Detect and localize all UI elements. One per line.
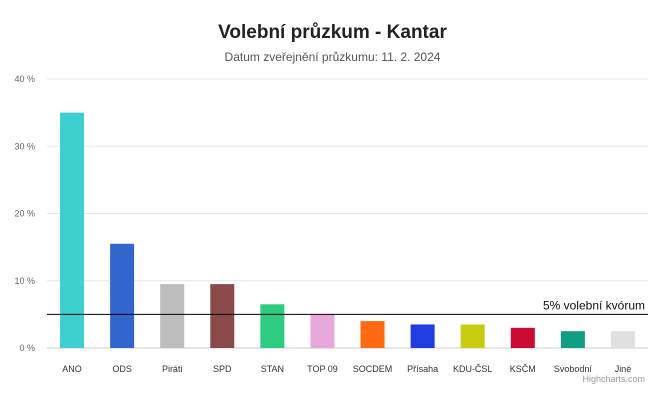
bar [560, 331, 585, 348]
bar [410, 324, 435, 348]
credits-link[interactable]: Highcharts.com [582, 374, 645, 384]
bar [60, 112, 85, 348]
bar [510, 327, 535, 348]
x-tick-label: Piráti [162, 364, 183, 374]
bar [460, 324, 485, 348]
x-tick-label: KSČM [510, 364, 536, 374]
bar [360, 321, 385, 348]
y-tick-label: 10 % [14, 276, 35, 286]
bar [160, 284, 185, 348]
bar [610, 331, 635, 348]
chart-title: Volební průzkum - Kantar [218, 22, 447, 43]
x-tick-label: ANO [62, 364, 82, 374]
bar [260, 304, 285, 348]
y-tick-label: 30 % [14, 141, 35, 151]
x-tick-label: SPD [213, 364, 232, 374]
x-tick-label: SOCDEM [353, 364, 393, 374]
x-tick-label: Přísaha [407, 364, 438, 374]
chart-subtitle: Datum zveřejnění průzkumu: 11. 2. 2024 [224, 50, 441, 64]
x-tick-label: ODS [112, 364, 132, 374]
bar [210, 284, 235, 348]
x-tick-label: TOP 09 [307, 364, 338, 374]
bar [310, 314, 335, 348]
bar [110, 243, 135, 348]
y-tick-label: 20 % [14, 209, 35, 219]
y-tick-label: 0 % [19, 343, 35, 353]
x-tick-label: KDU-ČSL [453, 364, 493, 374]
x-tick-label: Jiné [615, 364, 632, 374]
threshold-label: 5% volební kvórum [543, 298, 645, 312]
y-tick-label: 40 % [14, 74, 35, 84]
x-tick-label: Svobodní [554, 364, 593, 374]
x-tick-label: STAN [261, 364, 284, 374]
